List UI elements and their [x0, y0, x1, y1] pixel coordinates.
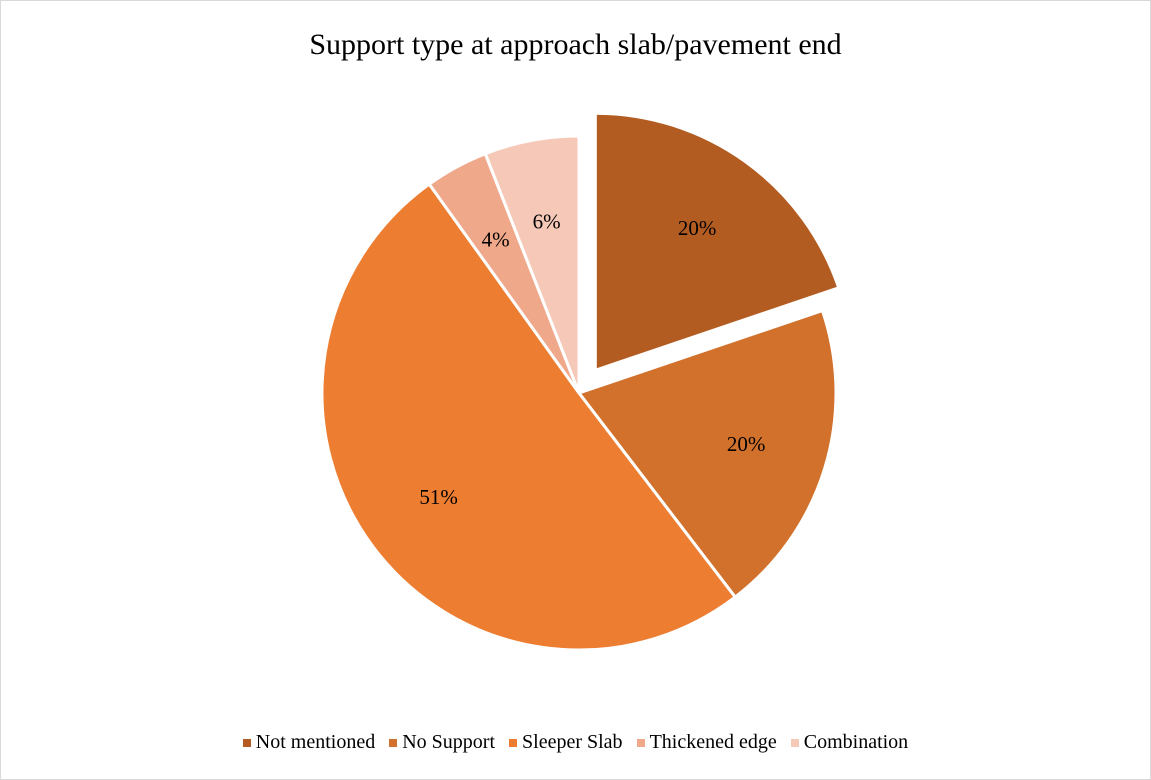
legend-label: Not mentioned — [255, 731, 376, 753]
legend-item-no-support: No Support — [389, 731, 495, 754]
data-label-combination: 6% — [533, 209, 561, 233]
legend-label: Combination — [803, 731, 909, 753]
legend-label: Thickened edge — [649, 731, 777, 753]
legend-swatch — [242, 738, 251, 747]
legend-swatch — [509, 738, 518, 747]
pie-data-labels: 20% 20% 51% 4% 6% — [419, 209, 765, 509]
legend-swatch — [389, 738, 398, 747]
pie-slice-combination — [483, 134, 581, 395]
legend-label: Sleeper Slab — [522, 731, 623, 753]
chart-legend: Not mentioned No Support Sleeper Slab Thick… — [0, 731, 1151, 754]
legend-item-combination: Combination — [790, 731, 909, 754]
data-label-not-mentioned: 20% — [678, 216, 717, 240]
pie-slice-no-support — [577, 309, 838, 599]
legend-swatch — [790, 738, 799, 747]
data-label-thickened-edge: 4% — [482, 227, 510, 251]
legend-item-not-mentioned: Not mentioned — [242, 731, 376, 754]
legend-item-thickened-edge: Thickened edge — [636, 731, 777, 754]
pie-slice-not-mentioned — [593, 111, 841, 372]
legend-item-sleeper-slab: Sleeper Slab — [509, 731, 623, 754]
pie-slices — [320, 111, 841, 652]
data-label-no-support: 20% — [727, 432, 766, 456]
chart-title: Support type at approach slab/pavement e… — [309, 28, 842, 61]
legend-label: No Support — [402, 731, 496, 753]
data-label-sleeper-slab: 51% — [419, 485, 458, 509]
pie-slice-sleeper-slab — [320, 182, 737, 652]
legend-swatch — [636, 738, 645, 747]
